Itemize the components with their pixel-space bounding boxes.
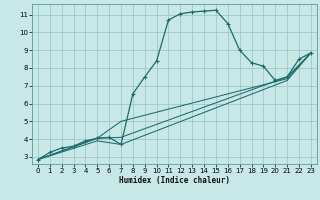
X-axis label: Humidex (Indice chaleur): Humidex (Indice chaleur): [119, 176, 230, 185]
